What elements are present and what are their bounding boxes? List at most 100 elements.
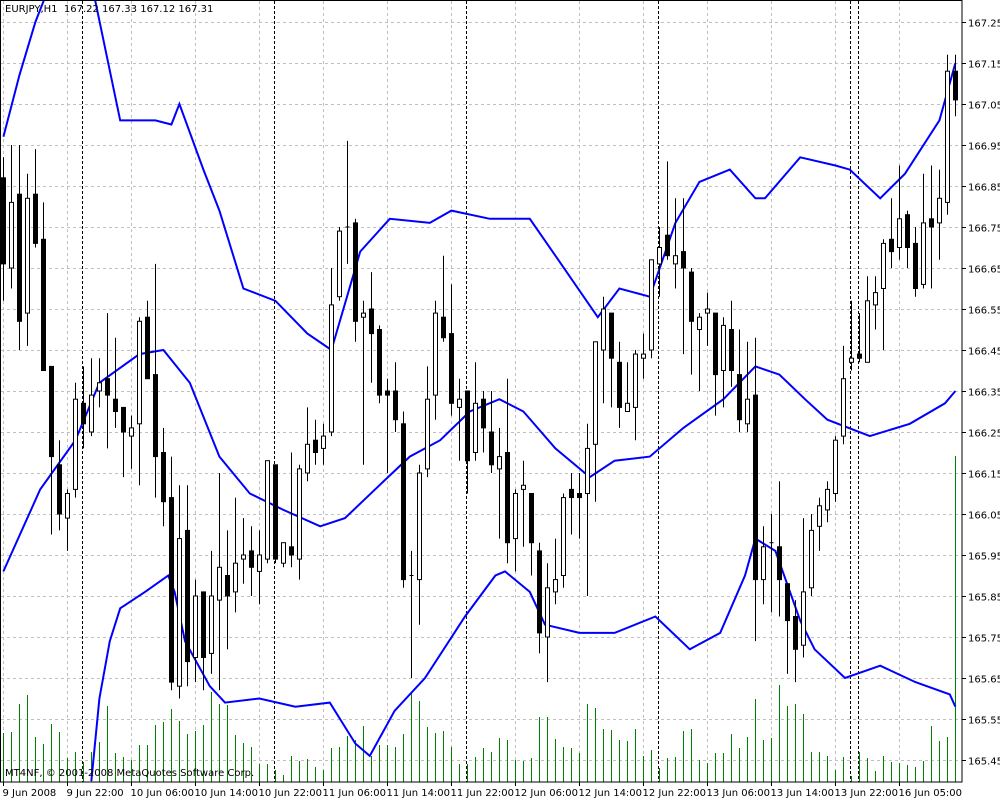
candle-bear <box>857 353 862 359</box>
time-label: 11 Jun 14:00 <box>387 788 451 799</box>
grid <box>1 1 962 782</box>
candle-bear <box>353 222 358 322</box>
candle-bull <box>873 292 878 306</box>
candle-bear <box>385 390 390 396</box>
candle-bear <box>577 493 582 499</box>
chart-title: EURJPY,H1 167.22 167.33 167.12 167.31 <box>5 4 213 15</box>
candle-bull <box>305 443 310 474</box>
candles <box>1 54 958 699</box>
candle-bear <box>681 251 686 269</box>
candle-bear <box>273 464 278 560</box>
candle-bear <box>185 529 190 663</box>
candle-bull <box>545 587 550 638</box>
candle-bear <box>889 238 894 253</box>
time-label: 10 Jun 22:00 <box>259 788 323 799</box>
candle-bear <box>481 398 486 429</box>
candle-bull <box>129 427 134 437</box>
time-label: 13 Jun 06:00 <box>707 788 771 799</box>
price-label: 167.05 <box>968 101 1000 112</box>
candle-bull <box>73 398 78 490</box>
time-label: 13 Jun 22:00 <box>835 788 899 799</box>
candle-bull <box>97 382 102 392</box>
candle-bear <box>369 308 374 335</box>
candle-bear <box>377 329 382 396</box>
candle-bull <box>601 308 606 351</box>
candle-bear <box>953 70 958 101</box>
candle-bull <box>817 505 822 527</box>
price-label: 166.45 <box>968 347 1000 358</box>
candle-bear <box>505 452 510 544</box>
candle-bull <box>89 394 94 433</box>
candle-bear <box>753 394 758 581</box>
candle-bear <box>401 423 406 581</box>
price-label: 165.95 <box>968 552 1000 563</box>
price-label: 166.05 <box>968 511 1000 522</box>
candle-bear <box>609 312 614 359</box>
candle-bear <box>249 550 254 568</box>
price-label: 166.35 <box>968 388 1000 399</box>
candle-bull <box>361 312 366 318</box>
copyright-text: MT4NF, © 2001-2008 MetaQuotes Software C… <box>5 768 255 779</box>
candle-bull <box>241 554 246 560</box>
candle-bear <box>313 439 318 454</box>
candle-bull <box>473 402 478 453</box>
candle-bear <box>489 431 494 466</box>
candle-bull <box>217 566 222 601</box>
candle-bear <box>441 316 446 339</box>
price-label: 166.95 <box>968 142 1000 153</box>
candle-bull <box>705 308 710 314</box>
candle-bull <box>137 320 142 425</box>
candle-bear <box>113 398 118 413</box>
candle-bull <box>833 439 838 495</box>
candle-bear <box>225 575 230 597</box>
candle-bear <box>57 464 62 515</box>
price-label: 166.65 <box>968 265 1000 276</box>
candle-bull <box>257 554 262 572</box>
candle-bull <box>321 435 326 449</box>
time-label: 11 Jun 22:00 <box>451 788 515 799</box>
candle-bear <box>145 316 150 380</box>
candle-bear <box>905 214 910 248</box>
candle-bull <box>649 259 654 351</box>
candle-bear <box>713 312 718 376</box>
volume-bars <box>3 456 956 782</box>
candle-bull <box>809 529 814 589</box>
candle-bull <box>281 542 286 564</box>
candle-bull <box>921 222 926 285</box>
candle-bear <box>793 616 798 650</box>
bollinger-lower-line <box>90 537 957 781</box>
time-label: 16 Jun 05:00 <box>899 788 963 799</box>
candle-bull <box>825 488 830 511</box>
candle-bull <box>177 538 182 687</box>
candle-bear <box>81 402 86 425</box>
candle-bull <box>457 398 462 408</box>
candle-bear <box>465 390 470 462</box>
plot-frame <box>0 0 963 783</box>
bollinger-upper-line <box>2 1 957 352</box>
candle-bull <box>233 562 238 593</box>
candle-bull <box>337 230 342 298</box>
candle-bear <box>777 546 782 581</box>
candle-bear <box>393 390 398 421</box>
ohlc-readout: 167.22 167.33 167.12 167.31 <box>63 4 214 15</box>
candle-bull <box>417 472 422 581</box>
candle-bull <box>65 493 70 519</box>
candle-bull <box>697 316 702 331</box>
candle-bull <box>265 460 270 560</box>
price-label: 167.15 <box>968 60 1000 71</box>
time-label: 13 Jun 14:00 <box>771 788 835 799</box>
candle-bull <box>881 242 886 289</box>
candle-bull <box>801 591 806 646</box>
price-label: 165.75 <box>968 634 1000 645</box>
candle-bull <box>585 447 590 494</box>
time-label: 9 Jun 2008 <box>3 788 57 799</box>
candle-bear <box>289 546 294 556</box>
candle-bear <box>105 378 110 396</box>
candle-bull <box>673 255 678 265</box>
price-label: 167.25 <box>968 19 1000 30</box>
time-label: 9 Jun 22:00 <box>67 788 124 799</box>
time-label: 10 Jun 06:00 <box>131 788 195 799</box>
candle-bull <box>761 546 766 581</box>
candle-bull <box>593 341 598 445</box>
